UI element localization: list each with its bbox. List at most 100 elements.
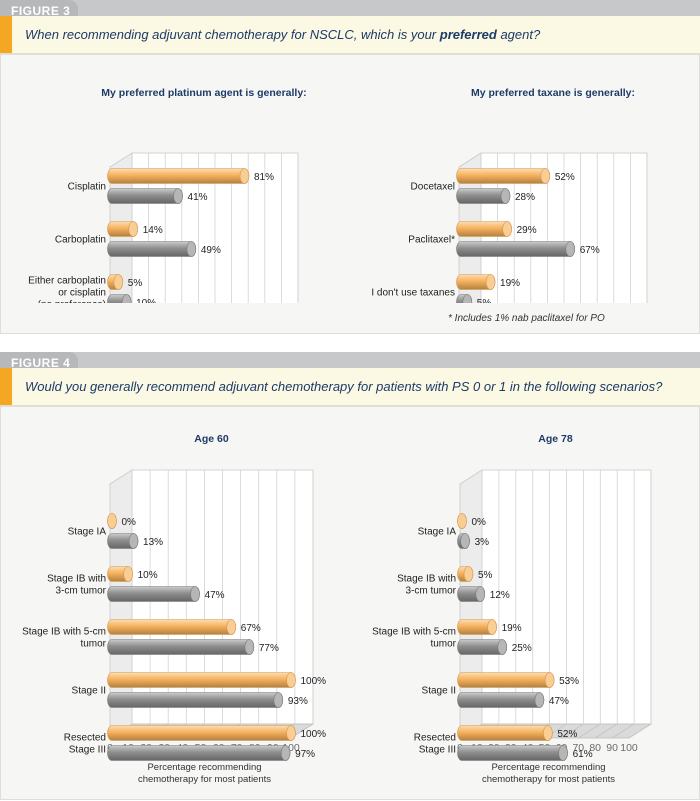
bar: [107, 725, 296, 741]
bar: [107, 619, 237, 635]
bar-cap: [485, 274, 496, 290]
question-bar: Would you generally recommend adjuvant c…: [0, 368, 700, 406]
data-label: 77%: [259, 643, 279, 654]
bar-cap: [502, 221, 512, 237]
bar: [107, 586, 200, 602]
bar-cap: [280, 745, 291, 761]
bar-cap: [128, 221, 139, 237]
bar-cap: [544, 672, 555, 688]
bar: [456, 168, 551, 184]
data-label: 19%: [502, 623, 522, 634]
chart-taxane: My preferred taxane is generally:0102030…: [371, 87, 648, 303]
category-label: I don't use taxanes: [371, 288, 455, 299]
chart-platinum: My preferred platinum agent is generally…: [28, 87, 307, 304]
category-label: 3-cm tumor: [405, 586, 456, 597]
bar-cap: [286, 672, 296, 688]
category-label: Resected: [64, 733, 106, 744]
data-label: 19%: [500, 278, 520, 289]
question-bar: When recommending adjuvant chemotherapy …: [0, 16, 700, 54]
category-label: Stage III: [69, 745, 106, 756]
bar-cap: [534, 692, 545, 708]
bar-cap: [487, 619, 497, 635]
data-label: 67%: [580, 245, 600, 256]
bar-cap: [500, 188, 511, 204]
bar-cap: [244, 639, 255, 655]
data-label: 5%: [478, 570, 493, 581]
category-label: tumor: [80, 639, 106, 650]
bar: [107, 241, 197, 257]
tick-label: 80: [589, 742, 601, 754]
bar-cap: [121, 294, 132, 303]
bar-cap: [107, 513, 117, 529]
bar-cap: [540, 168, 551, 184]
bar-cap: [173, 188, 183, 204]
data-label: 25%: [512, 643, 532, 654]
data-label: 52%: [555, 172, 575, 183]
category-label: (no preference): [38, 300, 106, 304]
data-label: 5%: [477, 298, 492, 303]
floor-gridline: [611, 723, 635, 739]
question-text: When recommending adjuvant chemotherapy …: [25, 27, 540, 42]
bar: [107, 692, 284, 708]
category-label: Stage IB with 5-cm: [372, 627, 456, 638]
data-label: 12%: [490, 590, 510, 601]
data-label: 49%: [201, 245, 221, 256]
floor-gridline: [594, 723, 618, 739]
category-label: Stage IB with: [47, 574, 106, 585]
bar: [107, 168, 250, 184]
data-label: 100%: [301, 676, 327, 687]
tick-label: 90: [606, 742, 618, 754]
data-label: 5%: [128, 278, 143, 289]
x-axis-label: chemotherapy for most patients: [482, 774, 615, 785]
bar-cap: [113, 274, 124, 290]
category-label: Resected: [414, 733, 456, 744]
category-label: Cisplatin: [68, 182, 106, 193]
bar-cap: [543, 725, 553, 741]
question-text-post: agent?: [496, 27, 541, 42]
floor-gridline: [628, 723, 652, 739]
tick-label: 70: [572, 742, 584, 754]
figure-3: FIGURE 3 When recommending adjuvant chem…: [0, 0, 700, 334]
question-accent: [0, 16, 12, 53]
data-label: 10%: [138, 570, 158, 581]
data-label: 14%: [143, 225, 163, 236]
tick-label: 100: [620, 742, 638, 754]
bar-cap: [475, 586, 486, 602]
bar-cap: [273, 692, 284, 708]
data-label: 100%: [301, 729, 327, 740]
data-label: 0%: [472, 517, 487, 528]
question-text: Would you generally recommend adjuvant c…: [25, 379, 663, 394]
category-label: 3-cm tumor: [55, 586, 106, 597]
data-label: 28%: [515, 192, 535, 203]
chart-panel: Age 600102030405060708090100Stage IA0%13…: [0, 406, 700, 800]
figure-header-bar: [0, 352, 700, 368]
data-label: 81%: [254, 172, 274, 183]
data-label: 53%: [559, 676, 579, 687]
data-label: 67%: [241, 623, 261, 634]
category-label: Stage IA: [418, 527, 457, 538]
category-label: Stage IB with: [397, 574, 456, 585]
bar-cap: [460, 533, 470, 549]
question-text-bold: preferred: [439, 27, 497, 42]
bar-cap: [497, 639, 508, 655]
chart-panel: My preferred platinum agent is generally…: [0, 54, 700, 334]
x-axis-label: Percentage recommending: [147, 762, 261, 773]
category-label: Stage IA: [68, 527, 107, 538]
bar-cap: [565, 241, 576, 257]
category-label: Stage IB with 5-cm: [22, 627, 106, 638]
category-label: Stage III: [419, 745, 456, 756]
question-text-pre: When recommending adjuvant chemotherapy …: [25, 27, 440, 42]
data-label: 13%: [143, 537, 163, 548]
bar-cap: [190, 586, 200, 602]
data-label: 3%: [475, 537, 490, 548]
bar: [107, 672, 296, 688]
bar-cap: [226, 619, 237, 635]
bar-cap: [128, 533, 139, 549]
chart-title: Age 78: [538, 433, 573, 445]
bar: [457, 692, 545, 708]
category-label: Paclitaxel*: [408, 235, 455, 246]
category-label: Carboplatin: [55, 235, 106, 246]
bar: [107, 745, 291, 761]
data-label: 29%: [517, 225, 537, 236]
bar-cap: [457, 513, 467, 529]
